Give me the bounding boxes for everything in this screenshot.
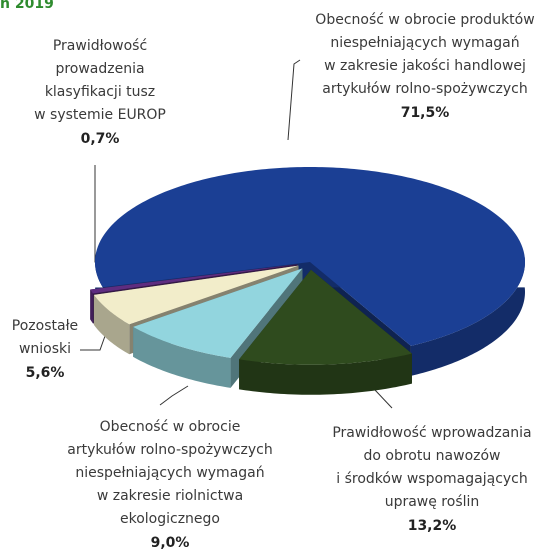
leader-line	[287, 59, 301, 141]
slice-top	[93, 265, 299, 325]
label-line: niespełniających wymagań	[75, 465, 264, 481]
label-line: Prawidłowość wprowadzania	[332, 425, 531, 441]
leader-line	[159, 385, 189, 406]
slice-side	[133, 326, 231, 388]
label-line: niespełniających wymagań	[330, 35, 519, 51]
label-line: klasyfikacji tusz	[45, 84, 155, 100]
label-line: uprawę roślin	[385, 494, 480, 510]
label-line: Obecność w obrocie produktów	[315, 12, 534, 28]
label-line: i środków wspomagających	[336, 471, 528, 487]
pie	[90, 167, 525, 395]
value-label: 5,6%	[26, 365, 65, 381]
label-line: Obecność w obrocie	[100, 419, 241, 435]
value-label: 0,7%	[81, 131, 120, 147]
slice-side	[90, 289, 93, 324]
slice-top	[95, 167, 525, 346]
chart-title: n 2019	[0, 0, 54, 12]
label-line: w systemie EUROP	[34, 107, 166, 123]
slice-top	[239, 269, 412, 365]
value-label: 13,2%	[408, 518, 457, 534]
label-line: prowadzenia	[55, 61, 144, 77]
value-label: 9,0%	[151, 535, 190, 551]
leader-line	[374, 389, 393, 409]
label-line: w zakresie riolnictwa	[97, 488, 243, 504]
labels: Obecność w obrocie produktów niespełniają…	[12, 12, 535, 551]
label-line: ekologicznego	[120, 511, 220, 527]
label-line: artykułów rolno-spożywczych	[322, 81, 528, 97]
slice-top	[133, 268, 303, 358]
label-line: Pozostałe	[12, 318, 78, 334]
label-line: w zakresie jakości handlowej	[324, 58, 526, 74]
slice-side	[93, 294, 130, 355]
label-line: artykułów rolno-spożywczych	[67, 442, 273, 458]
value-label: 71,5%	[401, 105, 450, 121]
label-line: Prawidłowość	[53, 38, 147, 54]
slice-side	[239, 353, 412, 395]
label-line: do obrotu nawozów	[363, 448, 500, 464]
slice-top	[90, 264, 298, 294]
label-line: wnioski	[19, 341, 71, 357]
slice	[239, 269, 412, 395]
